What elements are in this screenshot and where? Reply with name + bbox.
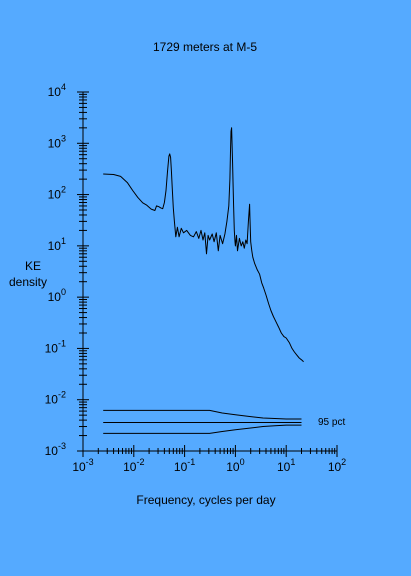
spectrum-line (103, 127, 304, 363)
x-axis-label: Frequency, cycles per day (136, 493, 275, 507)
x-tick-label: 100 (226, 457, 244, 474)
y-tick-label: 10-1 (45, 338, 66, 355)
y-tick-label: 100 (48, 287, 66, 304)
confidence-annotation: 95 pct (318, 417, 345, 428)
y-axis-ticks: 10-3 10-2 10-1 100 101 102 103 104 (45, 82, 89, 458)
y-tick-label: 10-2 (45, 390, 66, 407)
x-tick-label: 10-1 (174, 457, 195, 474)
confidence-line-1 (103, 409, 302, 420)
y-axis-label-line-1: KE (25, 259, 41, 273)
x-tick-label: 101 (277, 457, 295, 474)
chart-title: 1729 meters at M-5 (153, 40, 257, 54)
x-tick-label: 10-3 (72, 457, 93, 474)
confidence-line-3 (103, 424, 302, 434)
x-tick-label: 10-2 (123, 457, 144, 474)
y-axis-label-line-2: density (9, 275, 47, 289)
y-tick-label: 101 (48, 236, 66, 253)
y-tick-label: 102 (48, 185, 66, 202)
x-tick-label: 102 (328, 457, 346, 474)
x-axis-ticks: 10-3 10-2 10-1 100 101 102 (72, 445, 346, 474)
y-tick-label: 103 (48, 133, 66, 150)
y-tick-label: 104 (48, 82, 66, 99)
series-layer (103, 127, 304, 434)
y-tick-label: 10-3 (45, 441, 66, 458)
